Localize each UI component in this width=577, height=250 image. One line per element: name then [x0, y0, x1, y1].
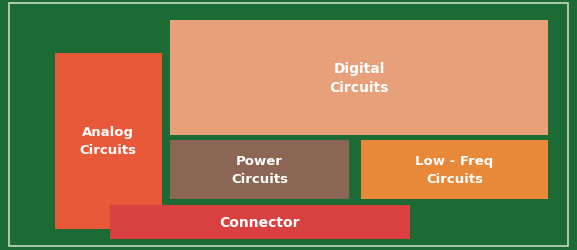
Text: Digital
Circuits: Digital Circuits — [329, 62, 389, 95]
FancyBboxPatch shape — [361, 140, 548, 199]
FancyBboxPatch shape — [170, 21, 548, 135]
Text: Power
Circuits: Power Circuits — [231, 154, 288, 185]
Text: Low - Freq
Circuits: Low - Freq Circuits — [415, 154, 493, 185]
Text: Analog
Circuits: Analog Circuits — [80, 126, 137, 157]
FancyBboxPatch shape — [170, 140, 349, 199]
Text: Connector: Connector — [219, 215, 300, 229]
FancyBboxPatch shape — [55, 54, 162, 229]
FancyBboxPatch shape — [110, 205, 410, 239]
